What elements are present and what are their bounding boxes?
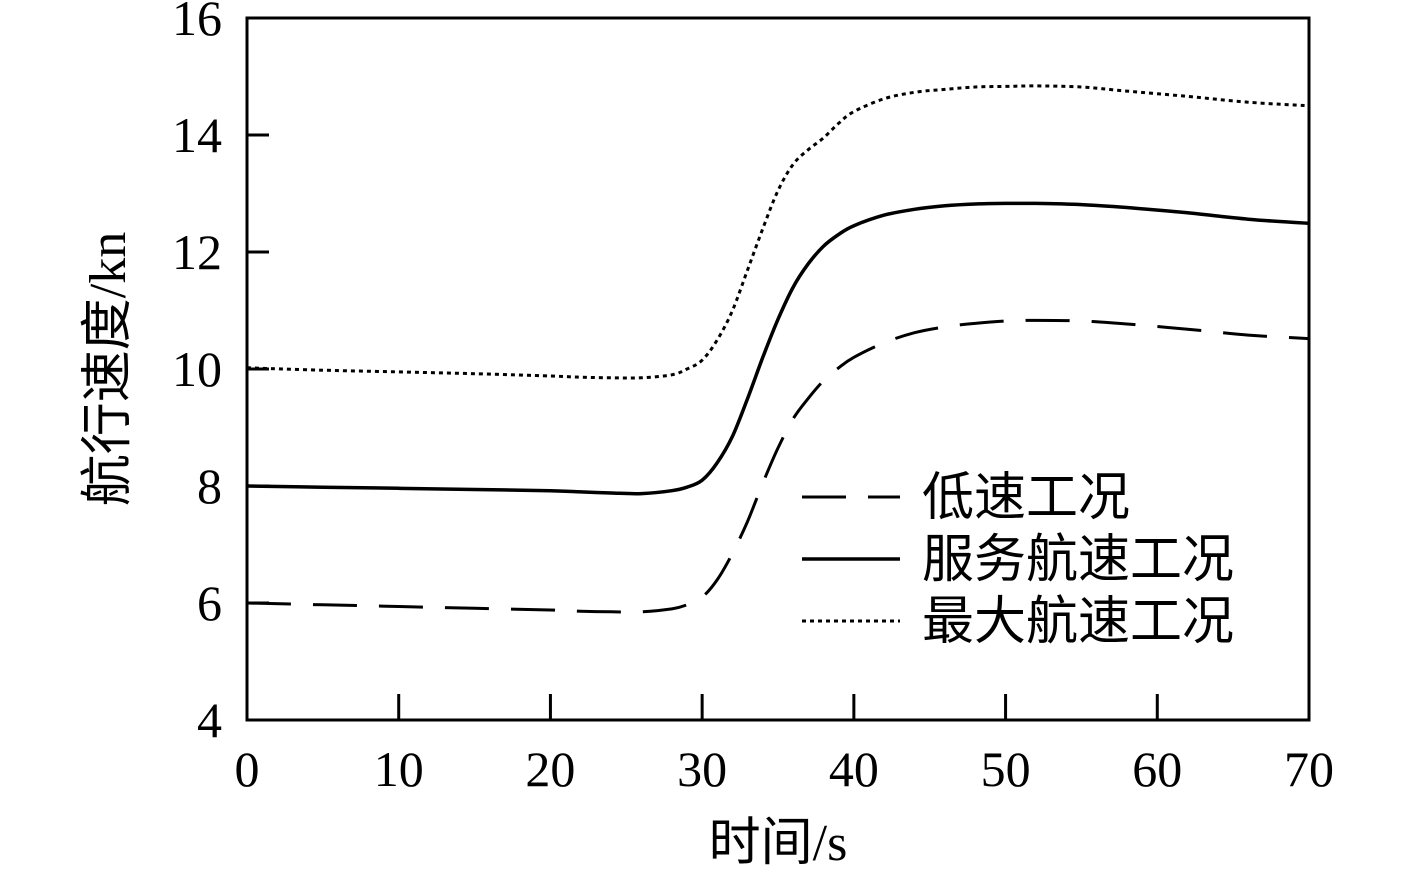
x-tick-label: 30 xyxy=(677,741,727,797)
y-tick-label: 14 xyxy=(172,107,222,163)
y-tick-label: 4 xyxy=(197,692,222,748)
x-tick-label: 10 xyxy=(374,741,424,797)
x-tick-label: 50 xyxy=(981,741,1031,797)
legend-label-1: 服务航速工况 xyxy=(922,532,1234,589)
x-tick-label: 20 xyxy=(525,741,575,797)
x-tick-label: 0 xyxy=(235,741,260,797)
series-line-1 xyxy=(246,201,1310,496)
x-tick-label: 60 xyxy=(1132,741,1182,797)
y-tick-label: 8 xyxy=(197,458,222,514)
axis-tick-labels: 0 10 20 30 40 50 60 70 4 6 8 10 12 14 16 xyxy=(172,0,1334,797)
y-tick-label: 10 xyxy=(172,341,222,397)
legend-label-0: 低速工况 xyxy=(922,470,1130,527)
legend-label-2: 最大航速工况 xyxy=(922,594,1234,651)
x-tick-label: 70 xyxy=(1284,741,1334,797)
x-axis-title: 时间/s xyxy=(709,815,848,869)
y-tick-label: 16 xyxy=(172,0,222,46)
series-lines xyxy=(246,84,1310,614)
y-tick-label: 12 xyxy=(172,224,222,280)
series-line-2 xyxy=(246,84,1310,380)
y-tick-label: 6 xyxy=(197,575,222,631)
y-axis-title: 航行速度/kn xyxy=(80,232,137,506)
series-line-0 xyxy=(246,318,1310,614)
x-tick-label: 40 xyxy=(829,741,879,797)
